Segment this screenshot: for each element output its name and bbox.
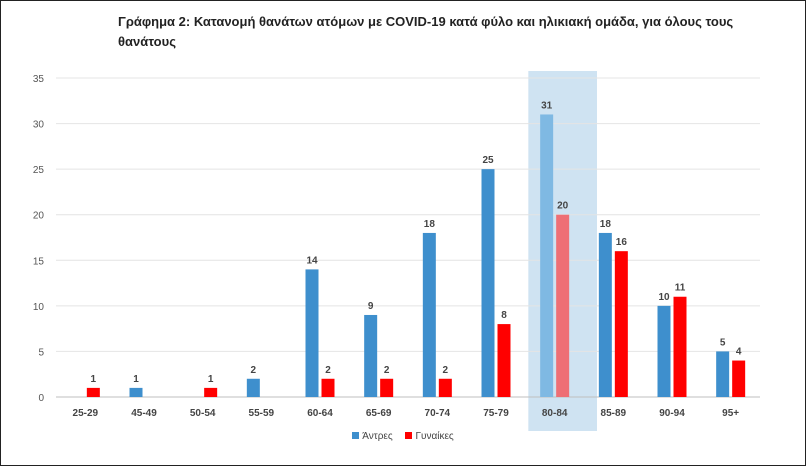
data-label: 18 [600, 219, 612, 230]
bar [481, 169, 495, 397]
x-tick-label: 55-59 [249, 408, 275, 419]
x-tick-label: 60-64 [307, 408, 333, 419]
y-tick-label: 15 [33, 256, 45, 267]
bar [438, 378, 452, 397]
data-label: 9 [368, 301, 374, 312]
x-tick-label: 70-74 [425, 408, 451, 419]
x-tick-label: 65-69 [366, 408, 392, 419]
legend-item-men: Άντρες [352, 431, 393, 442]
x-tick-label: 25-29 [73, 408, 99, 419]
bar [422, 232, 436, 397]
data-label: 2 [325, 365, 331, 376]
data-label: 5 [720, 337, 726, 348]
data-label: 1 [208, 374, 214, 385]
y-tick-label: 35 [33, 74, 45, 85]
legend-swatch-women [405, 432, 413, 439]
data-label: 2 [251, 365, 257, 376]
legend-item-women: Γυναίκες [405, 431, 454, 442]
x-tick-label: 75-79 [483, 408, 509, 419]
bar [380, 378, 394, 397]
data-label: 1 [91, 374, 97, 385]
data-label: 2 [384, 365, 390, 376]
data-label: 14 [306, 255, 318, 266]
x-tick-label: 45-49 [131, 408, 157, 419]
data-label: 11 [675, 283, 686, 294]
data-label: 25 [482, 155, 494, 166]
bar [204, 387, 218, 397]
y-tick-label: 0 [38, 393, 44, 404]
bar [614, 251, 628, 397]
data-label: 10 [658, 292, 670, 303]
x-tick-label: 80-84 [542, 408, 568, 419]
legend-label-men: Άντρες [362, 431, 393, 442]
bar [556, 214, 570, 397]
data-label: 4 [736, 347, 742, 358]
bar [86, 387, 100, 397]
y-tick-label: 5 [38, 347, 44, 358]
x-tick-label: 90-94 [659, 408, 685, 419]
bar [246, 378, 260, 397]
bar [673, 296, 687, 397]
data-label: 8 [501, 310, 507, 321]
data-label: 1 [133, 374, 139, 385]
y-tick-label: 25 [33, 165, 45, 176]
data-label: 16 [616, 237, 628, 248]
x-tick-label: 85-89 [601, 408, 627, 419]
bar [497, 324, 511, 397]
bar [321, 378, 335, 397]
chart-legend: Άντρες Γυναίκες [0, 431, 806, 442]
y-tick-label: 10 [33, 302, 45, 313]
bar [732, 360, 746, 397]
data-label: 18 [424, 219, 436, 230]
y-tick-label: 20 [33, 211, 45, 222]
bar [540, 114, 554, 397]
legend-label-women: Γυναίκες [415, 431, 454, 442]
y-tick-label: 30 [33, 120, 45, 131]
data-label: 2 [443, 365, 449, 376]
bar [657, 305, 671, 397]
bar [364, 314, 378, 397]
data-label: 20 [557, 201, 569, 212]
data-label: 31 [541, 100, 553, 111]
x-tick-label: 95+ [722, 408, 739, 419]
bar [129, 387, 143, 397]
legend-swatch-men [352, 432, 360, 439]
x-tick-label: 50-54 [190, 408, 216, 419]
chart-title: Γράφημα 2: Κατανομή θανάτων ατόμων με CO… [118, 14, 734, 49]
bar [716, 351, 730, 397]
bar [598, 232, 612, 397]
bar [305, 269, 319, 397]
